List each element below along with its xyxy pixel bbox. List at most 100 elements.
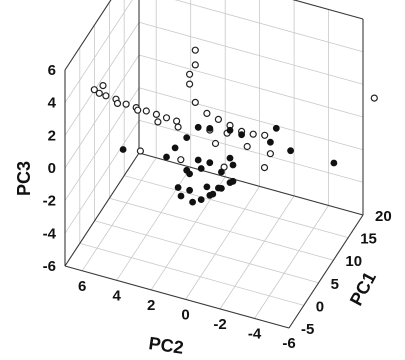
y-tick-label: -4 [248, 326, 262, 343]
x-tick-label: 20 [375, 208, 392, 225]
z-tick-label: -6 [43, 258, 56, 275]
x-tick-label: 15 [360, 231, 377, 248]
open-data-point [142, 107, 150, 115]
open-data-point [122, 100, 130, 108]
open-data-point [249, 130, 257, 138]
z-tick-label: 2 [48, 127, 56, 144]
y-tick-label: -6 [282, 335, 295, 352]
axes-box [64, 0, 364, 329]
open-data-point [191, 98, 199, 107]
open-data-point [99, 81, 107, 90]
y-tick-label: 6 [78, 278, 86, 295]
open-data-point [162, 114, 171, 122]
grid-line [64, 22, 140, 136]
open-data-point [95, 89, 103, 97]
open-data-point [174, 123, 182, 131]
filled-data-point [119, 146, 127, 153]
y-tick-label: -2 [213, 316, 226, 333]
y-tick-label: 2 [147, 297, 155, 314]
box-edge [138, 152, 364, 216]
filled-data-point [194, 123, 202, 131]
open-data-point [186, 70, 194, 78]
box-edge [64, 0, 112, 71]
filled-data-point [209, 190, 217, 198]
box-edge [64, 152, 140, 267]
grid-line [138, 119, 364, 183]
grid-line [116, 167, 192, 281]
filled-data-point [238, 131, 246, 139]
open-data-point [113, 99, 122, 108]
x-axis-label: PC1 [346, 269, 380, 309]
open-data-point [243, 142, 251, 151]
filled-data-point [197, 196, 205, 204]
box-edge [292, 0, 364, 20]
filled-data-point [189, 198, 197, 206]
open-data-point [173, 117, 181, 125]
x-tick-label: 0 [316, 298, 324, 315]
x-tick-label: 10 [345, 253, 362, 270]
z-tick-label: -2 [43, 193, 56, 210]
y-axis-label: PC2 [147, 333, 184, 358]
filled-data-point [183, 134, 191, 142]
grid-line [185, 186, 260, 300]
box-edge [64, 265, 290, 329]
grid-line [254, 205, 329, 319]
x-tick-label: -5 [301, 321, 314, 338]
grid-line [124, 175, 349, 238]
filled-data-point [217, 184, 225, 192]
filled-data-point [272, 124, 280, 132]
grid-line [79, 243, 304, 306]
grid-line [138, 21, 364, 85]
filled-data-point [203, 183, 211, 191]
filled-data-point [266, 138, 274, 146]
filled-data-point [229, 161, 237, 169]
filled-data-point [229, 177, 237, 185]
open-data-point [211, 139, 220, 148]
grid-line [94, 220, 319, 284]
open-data-point [191, 46, 199, 54]
y-tick-label: 0 [181, 306, 189, 323]
points-layer [90, 46, 378, 206]
filled-data-point [186, 170, 194, 178]
filled-data-point [330, 159, 338, 167]
filled-data-point [226, 154, 234, 162]
box-edge [288, 214, 364, 329]
open-data-point [154, 118, 162, 126]
open-data-point [186, 80, 194, 88]
filled-data-point [206, 124, 214, 132]
grid-line [64, 54, 140, 169]
grid-line [138, 87, 364, 151]
grid-line [174, 0, 364, 53]
filled-data-point [171, 144, 179, 152]
open-data-point [266, 150, 274, 158]
z-tick-label: 0 [48, 160, 56, 177]
grid-line [138, 54, 364, 118]
grid-line [64, 120, 140, 234]
open-data-point [90, 86, 98, 94]
open-data-point [152, 110, 160, 119]
open-data-point [261, 131, 269, 139]
open-data-point [136, 147, 144, 155]
x-tick-label: 5 [331, 276, 339, 293]
open-data-point [177, 156, 185, 164]
filled-data-point [194, 156, 202, 164]
filled-data-point [163, 153, 170, 161]
open-data-point [134, 106, 142, 114]
filled-data-point [174, 184, 182, 191]
grid-line [64, 0, 133, 103]
filled-data-point [177, 192, 185, 200]
z-axis-label: PC3 [14, 161, 34, 196]
open-data-point [203, 109, 211, 118]
open-data-point [191, 61, 199, 69]
filled-data-point [186, 186, 194, 194]
filled-data-point [206, 159, 214, 167]
z-tick-label: 6 [48, 62, 56, 79]
grid-line [81, 157, 157, 272]
filled-data-point [217, 168, 225, 176]
filled-data-point [287, 147, 295, 155]
open-data-point [102, 92, 110, 100]
open-data-point [214, 115, 222, 124]
open-data-point [370, 94, 378, 102]
